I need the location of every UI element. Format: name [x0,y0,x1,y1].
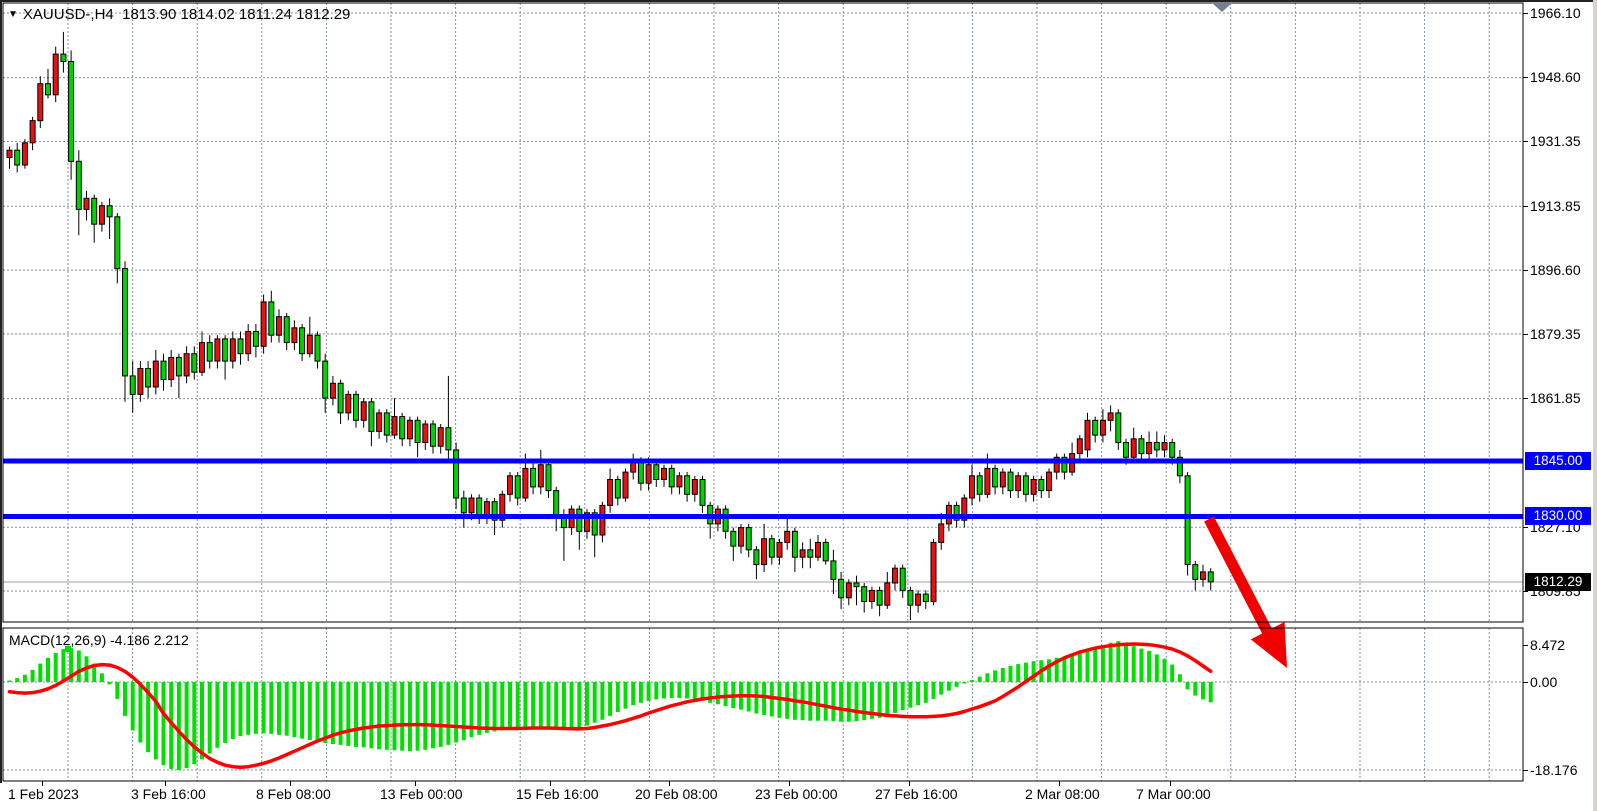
time-axis-label: 1 Feb 2023 [8,786,79,802]
price-axis-label: 1913.85 [1530,198,1581,214]
time-axis-tick [415,781,416,786]
price-axis-label: 8.472 [1530,637,1566,653]
price-axis-tick [1523,770,1528,771]
macd-indicator-label: MACD(12,26,9) -4.186 2.212 [9,632,189,648]
price-axis-label: 0.00 [1530,674,1558,690]
time-axis-tick [669,781,670,786]
time-axis-tick [290,781,291,786]
time-axis-tick [1059,781,1060,786]
price-axis-label: 1896.60 [1530,262,1581,278]
window-right-strip [1593,0,1597,811]
down-arrow-annotation[interactable] [1204,516,1287,668]
price-axis-label: 1861.85 [1530,390,1581,406]
current-price-badge: 1812.29 [1525,573,1591,591]
price-axis-label: 1948.60 [1530,69,1581,85]
horizontal-line-1830[interactable] [3,514,1523,519]
time-axis-label: 15 Feb 16:00 [516,786,599,802]
time-axis-tick [550,781,551,786]
time-axis-label: 23 Feb 00:00 [755,786,838,802]
time-axis-label: 2 Mar 08:00 [1025,786,1100,802]
time-axis-label: 13 Feb 00:00 [380,786,463,802]
price-axis-label: 1966.10 [1530,5,1581,21]
price-axis-tick [1523,527,1528,528]
time-axis-tick [165,781,166,786]
price-axis-label: 1879.35 [1530,326,1581,342]
time-axis-label: 27 Feb 16:00 [875,786,958,802]
horizontal-line-1845[interactable] [3,458,1523,464]
price-axis-tick [1523,645,1528,646]
window-left-edge [0,0,2,783]
time-axis-tick [909,781,910,786]
price-axis-tick [1523,77,1528,78]
chart-header: ▼ XAUUSD-,H4 1813.90 1814.02 1811.24 1812… [8,6,350,23]
time-axis-tick [42,781,43,786]
symbol-timeframe-label: XAUUSD-,H4 [22,6,114,23]
price-level-badge-1830: 1830.00 [1525,507,1591,525]
price-axis-tick [1523,141,1528,142]
time-axis-label: 8 Feb 08:00 [256,786,331,802]
price-axis-tick [1523,13,1528,14]
ohlc-values: 1813.90 1814.02 1811.24 1812.29 [122,6,351,23]
price-axis-tick [1523,270,1528,271]
time-axis-tick [789,781,790,786]
macd-color-chip [65,646,71,652]
price-axis-tick [1523,334,1528,335]
time-axis-tick [1170,781,1171,786]
price-axis[interactable]: 1966.10 1948.60 1931.35 1913.85 1896.60 1879.… [1523,0,1597,811]
chart-shift-marker-icon[interactable] [1212,3,1232,12]
price-axis-label: -18.176 [1530,762,1578,778]
symbol-dropdown-icon[interactable]: ▼ [8,9,18,20]
price-axis-label: 1931.35 [1530,133,1581,149]
price-axis-tick [1523,591,1528,592]
time-axis[interactable]: 1 Feb 2023 3 Feb 16:00 8 Feb 08:00 13 Feb 0… [0,781,1597,811]
window-top-edge [0,0,1597,2]
time-axis-label: 7 Mar 00:00 [1136,786,1211,802]
price-axis-tick [1523,682,1528,683]
price-axis-tick [1523,206,1528,207]
price-level-badge-1845: 1845.00 [1525,452,1591,470]
price-axis-tick [1523,398,1528,399]
time-axis-label: 20 Feb 08:00 [635,786,718,802]
time-axis-label: 3 Feb 16:00 [131,786,206,802]
